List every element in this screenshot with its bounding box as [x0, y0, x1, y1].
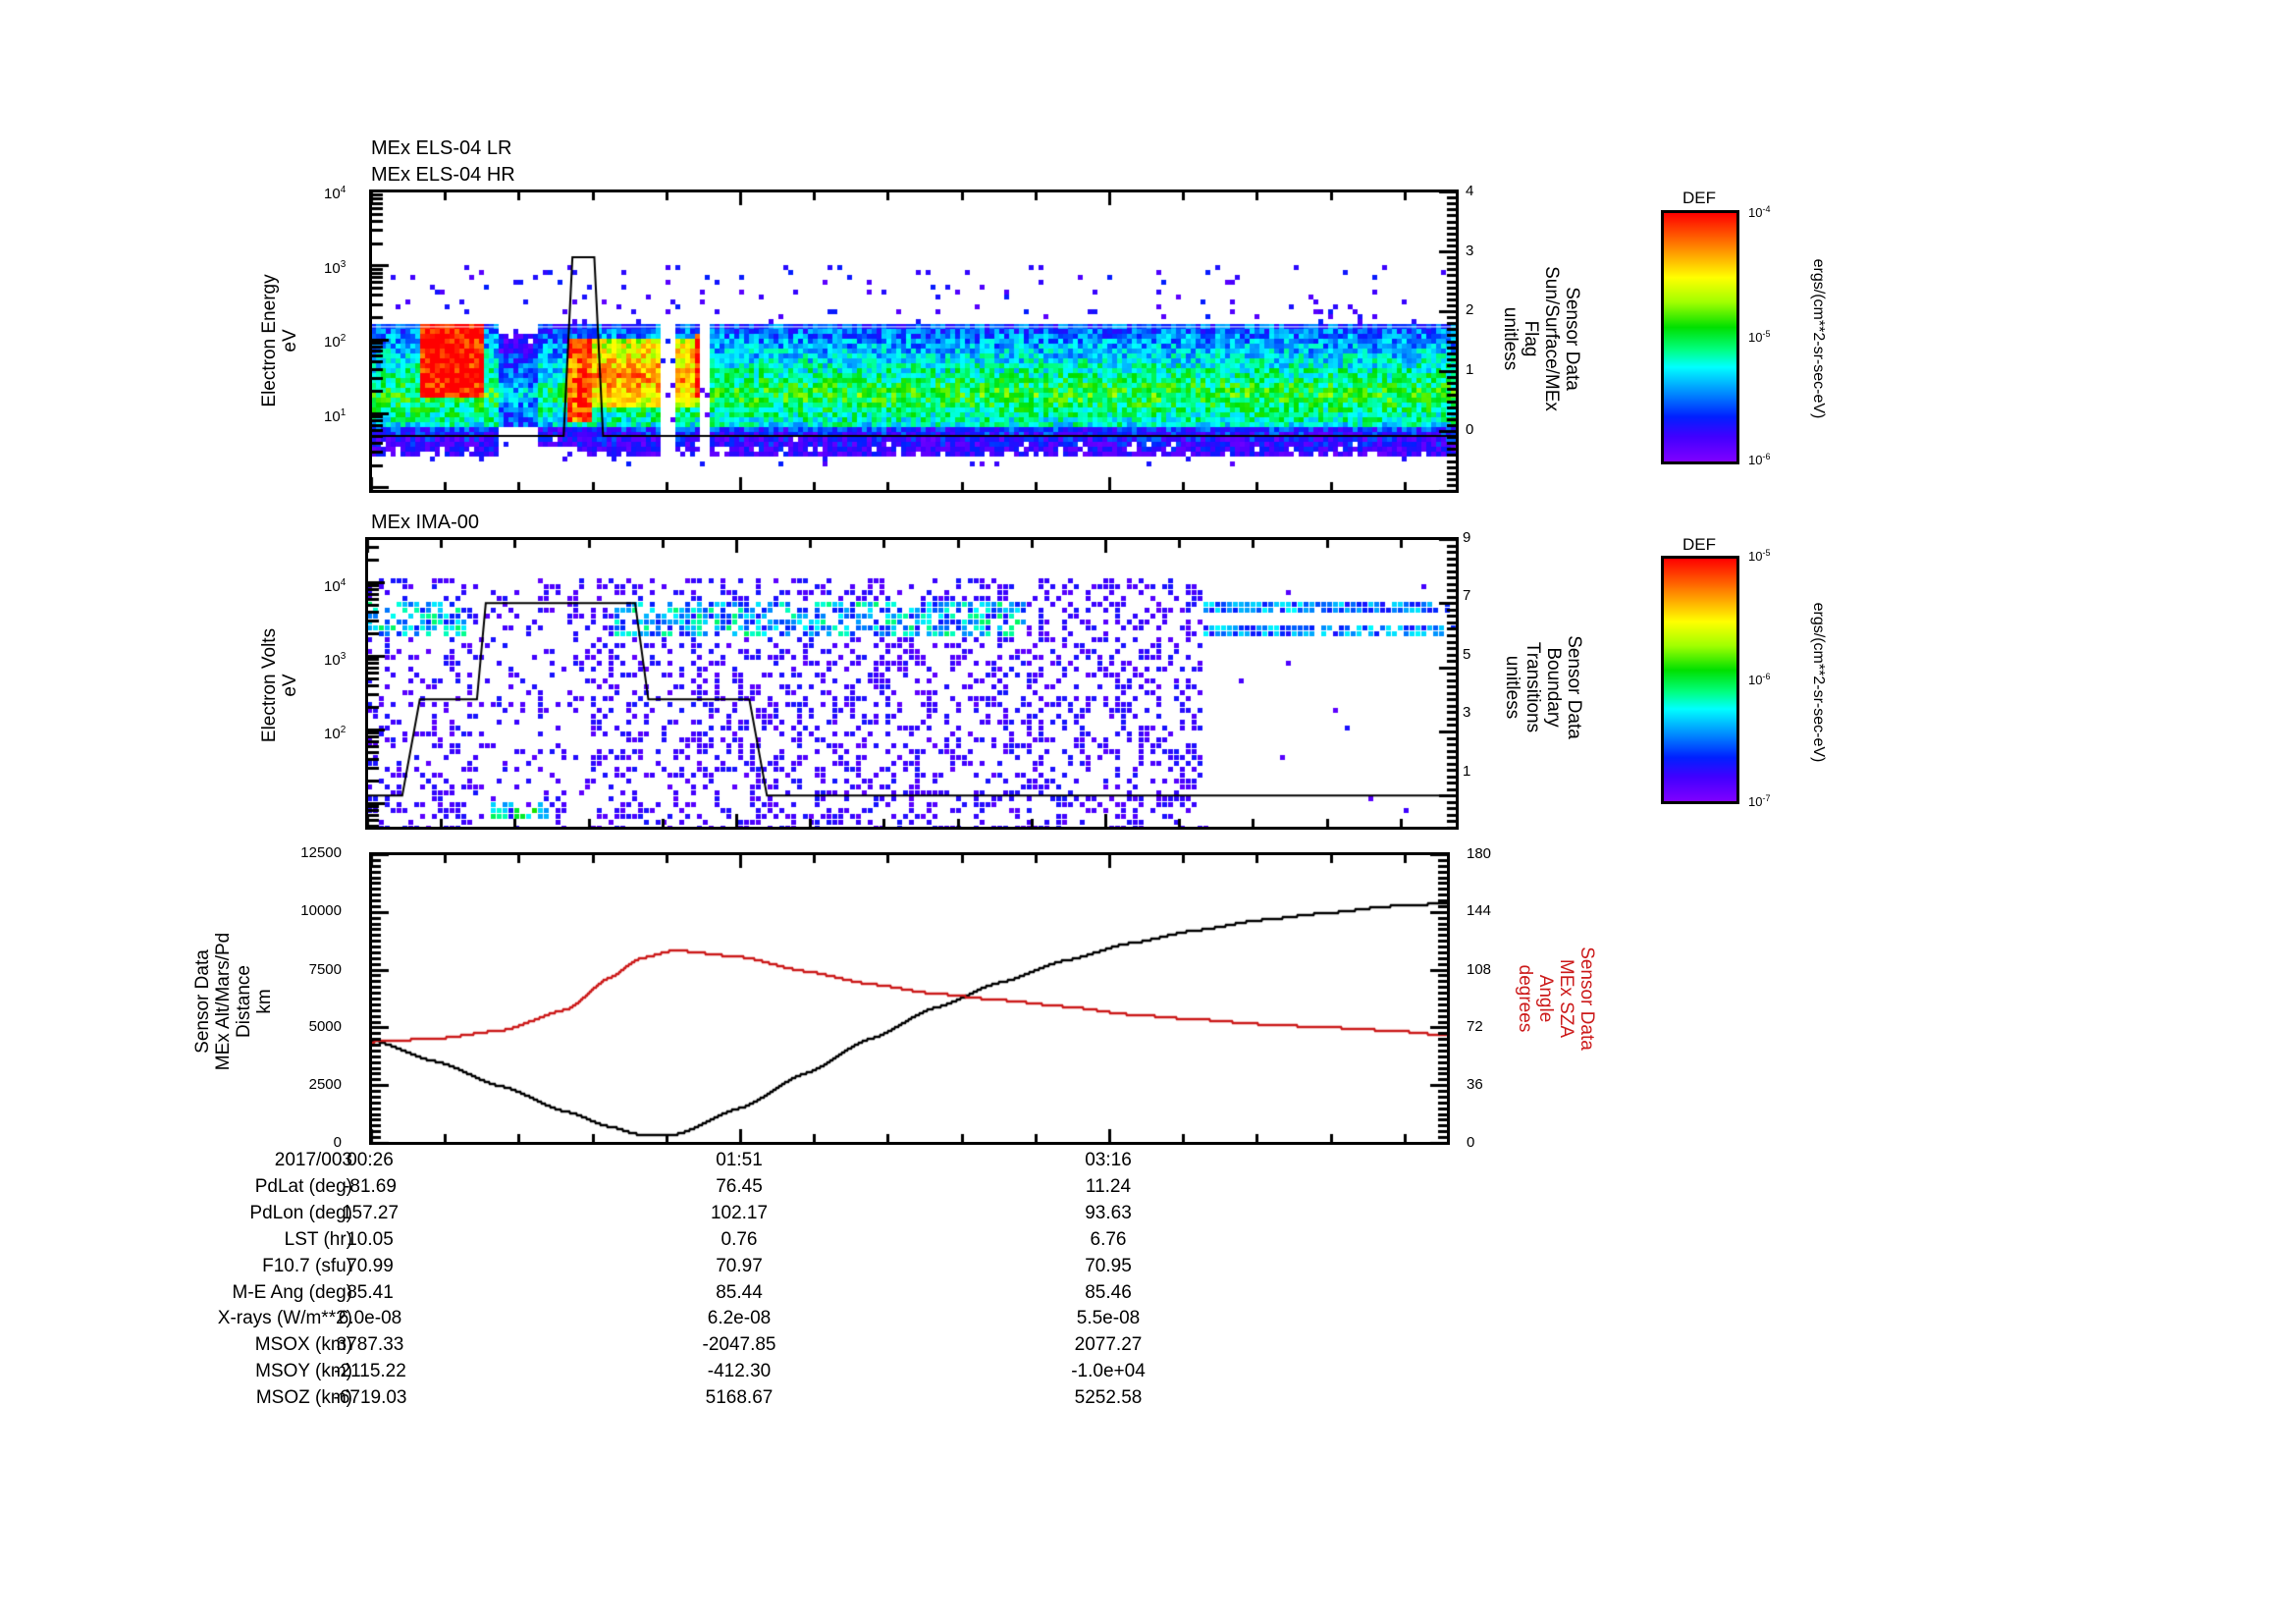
panel2-rtick-9: 9 — [1463, 529, 1471, 546]
annotation-row-value: -1.0e+04 — [1071, 1361, 1146, 1381]
annotation-row-label: PdLat (deg) — [254, 1176, 352, 1197]
annotation-row-value: 0.76 — [721, 1229, 758, 1250]
panel2-rtick-3: 3 — [1463, 704, 1471, 721]
panel3-ytick-0: 0 — [333, 1134, 342, 1151]
annotation-date: 2017/003 — [274, 1150, 352, 1170]
annotation-row-label: MSOY (km) — [255, 1361, 352, 1381]
annotation-row-value: -2047.85 — [702, 1334, 776, 1355]
panel1-ytick-1e3: 103 — [324, 259, 347, 277]
annotation-row-value: -81.69 — [344, 1176, 397, 1197]
annotation-row-value: 6.0e-08 — [338, 1308, 402, 1328]
els-spectrogram — [371, 191, 1457, 491]
colorbar1-label-mid: 10-5 — [1748, 329, 1771, 345]
panel1-ytick-1e4: 104 — [324, 185, 347, 202]
annotation-row-value: 70.97 — [716, 1256, 763, 1276]
panel1-rtick-0: 0 — [1466, 421, 1474, 438]
panel3-ytick-5000: 5000 — [308, 1018, 342, 1035]
colorbar2-label-mid: 10-6 — [1748, 672, 1771, 687]
panel1-ytick-1e2: 102 — [324, 333, 347, 351]
annotation-row-label: MSOZ (km) — [255, 1387, 352, 1408]
panel1-right-label: Sensor Data Sun/Surface/MEx Flag unitless — [1500, 266, 1582, 411]
annotation-row-label: X-rays (W/m**2) — [217, 1308, 352, 1328]
panel1-rtick-2: 2 — [1466, 301, 1474, 318]
annotation-row-value: 11.24 — [1085, 1176, 1132, 1197]
annotation-row-value: 5168.67 — [705, 1387, 774, 1408]
panel1-rtick-4: 4 — [1466, 183, 1474, 199]
panel1-ytick-1e1: 101 — [324, 407, 347, 425]
panel2-right-label: Sensor Data Boundary Transitions unitless — [1502, 635, 1584, 739]
annotation-row-value: 10.05 — [347, 1229, 394, 1250]
panel3-ytick-12500: 12500 — [300, 844, 342, 861]
panel1-ylabel: Electron Energy eV — [259, 274, 300, 407]
colorbar2-label-min: 10-7 — [1748, 793, 1771, 809]
colorbar1-units: ergs/(cm**2-sr-sec-eV) — [1810, 258, 1827, 419]
annotation-row-value: 3787.33 — [336, 1334, 404, 1355]
annotation-row-value: 93.63 — [1085, 1203, 1132, 1223]
panel3-rtick-108: 108 — [1467, 961, 1492, 978]
panel3-ylabel: Sensor Data MEx Alt/Mars/Pd Distance km — [192, 932, 275, 1071]
annotation-row-value: 70.95 — [1085, 1256, 1132, 1276]
annotation-row-value: -6719.03 — [333, 1387, 407, 1408]
panel1-frame — [369, 189, 1459, 493]
panel2-ylabel: Electron Volts eV — [259, 627, 300, 743]
colorbar2-label-max: 10-5 — [1748, 548, 1771, 564]
panel3-rtick-72: 72 — [1467, 1018, 1483, 1035]
annotation-row-value: 70.99 — [347, 1256, 394, 1276]
annotation-row-value: 76.45 — [716, 1176, 763, 1197]
panel3-frame — [369, 852, 1450, 1145]
colorbar1-label-min: 10-6 — [1748, 452, 1771, 467]
panel2-ytick-1e4: 104 — [324, 577, 347, 595]
panel2-title: MEx IMA-00 — [371, 512, 480, 533]
panel1-rtick-1: 1 — [1466, 361, 1474, 378]
annotation-row-value: 6.76 — [1090, 1229, 1127, 1250]
colorbar1 — [1661, 210, 1739, 464]
colorbar2-title: DEF — [1682, 535, 1716, 554]
annotation-row-value: 6.2e-08 — [707, 1308, 772, 1328]
annotation-row-value: 2077.27 — [1074, 1334, 1143, 1355]
panel3-right-label: Sensor Data MEx SZA Angle degrees — [1515, 947, 1597, 1051]
annotation-row-label: F10.7 (sfu) — [262, 1256, 352, 1276]
annotation-row-value: 85.44 — [716, 1282, 763, 1303]
colorbar1-label-max: 10-4 — [1748, 204, 1771, 220]
annotation-time-2: 01:51 — [716, 1150, 763, 1170]
colorbar2 — [1661, 556, 1739, 804]
panel3-ytick-2500: 2500 — [308, 1076, 342, 1093]
annotation-row-label: MSOX (km) — [254, 1334, 352, 1355]
annotation-row-value: 5252.58 — [1074, 1387, 1143, 1408]
annotation-row-value: 85.41 — [347, 1282, 394, 1303]
panel2-rtick-7: 7 — [1463, 587, 1471, 604]
annotation-time-1: 00:26 — [347, 1150, 394, 1170]
panel2-ytick-1e3: 103 — [324, 651, 347, 669]
panel3-rtick-180: 180 — [1467, 845, 1492, 862]
ima-spectrogram — [367, 539, 1457, 828]
panel3-rtick-0: 0 — [1467, 1134, 1475, 1151]
annotation-row-value: 157.27 — [341, 1203, 400, 1223]
altitude-sza-plot — [371, 854, 1448, 1143]
panel2-ytick-1e2: 102 — [324, 725, 347, 742]
annotation-row-value: -2115.22 — [334, 1361, 406, 1381]
panel2-rtick-5: 5 — [1463, 646, 1471, 663]
panel3-rtick-144: 144 — [1467, 902, 1492, 919]
colorbar2-units: ergs/(cm**2-sr-sec-eV) — [1810, 602, 1827, 763]
panel1-title-1: MEx ELS-04 LR — [371, 137, 512, 159]
annotation-row-value: 85.46 — [1085, 1282, 1132, 1303]
panel3-ytick-10000: 10000 — [300, 902, 342, 919]
annotation-row-label: LST (hr) — [284, 1229, 352, 1250]
panel1-rtick-3: 3 — [1466, 243, 1474, 259]
annotation-row-label: M-E Ang (deg) — [232, 1282, 353, 1303]
panel3-rtick-36: 36 — [1467, 1076, 1483, 1093]
annotation-time-3: 03:16 — [1085, 1150, 1132, 1170]
annotation-row-value: 102.17 — [710, 1203, 769, 1223]
annotation-row-value: -412.30 — [707, 1361, 772, 1381]
panel1-title-2: MEx ELS-04 HR — [371, 164, 515, 186]
annotation-row-label: PdLon (deg) — [249, 1203, 352, 1223]
panel2-rtick-1: 1 — [1463, 763, 1471, 780]
annotation-row-value: 5.5e-08 — [1076, 1308, 1141, 1328]
panel2-frame — [365, 537, 1459, 830]
colorbar1-title: DEF — [1682, 189, 1716, 207]
panel3-ytick-7500: 7500 — [308, 961, 342, 978]
